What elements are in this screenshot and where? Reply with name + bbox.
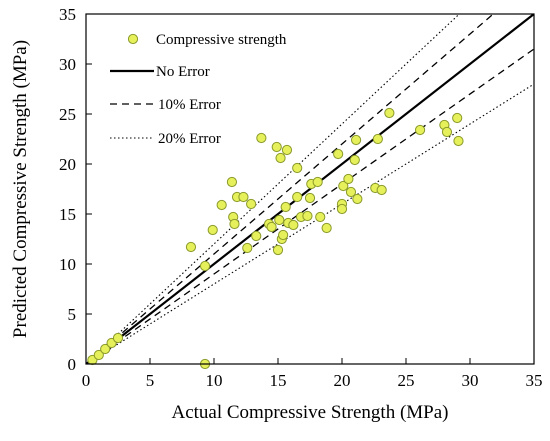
data-point [272,244,284,256]
x-tick-label: 15 [270,371,287,390]
y-tick-label: 35 [59,5,76,24]
data-point [333,148,344,160]
reference-lines [86,14,534,364]
data-point [349,154,360,166]
data-point [352,193,363,205]
data-point [321,222,332,234]
data-point [312,176,323,188]
x-tick-label: 25 [398,371,415,390]
data-point [376,184,387,196]
y-axis-title: Predicted Compressive Strength (MPa) [10,40,31,338]
data-point [441,126,453,138]
data-point [185,241,197,253]
data-point [275,152,286,164]
x-tick-label: 30 [462,371,479,390]
data-point [93,349,104,361]
legend-label-10-error: 10% Error [158,97,221,113]
data-point [278,229,289,241]
data-point [256,132,267,144]
data-point [453,135,464,147]
data-points [87,107,464,370]
data-point [315,211,326,223]
data-point [246,198,257,210]
data-point [292,191,303,203]
legend-label-no-error: No Error [156,64,210,80]
data-point [350,134,362,146]
data-point [414,124,426,136]
x-tick-label: 5 [146,371,155,390]
legend-label-compressive-strength: Compressive strength [156,32,287,48]
legend-label-20-error: 20% Error [158,131,221,147]
data-point [452,112,463,124]
data-point [292,162,303,174]
data-point [271,141,282,153]
y-tick-label: 15 [59,205,76,224]
data-point [384,107,395,119]
x-tick-label: 20 [334,371,351,390]
data-point [100,343,111,355]
data-point [345,186,357,198]
y-tick-label: 0 [68,355,77,374]
y-axis-ticks: 0 5 10 15 20 25 30 35 [59,5,92,374]
x-tick-label: 10 [206,371,223,390]
data-point [242,242,253,254]
y-tick-label: 10 [59,255,76,274]
data-point [216,199,227,211]
x-tick-label: 0 [82,371,91,390]
no-error-line-0 [86,14,534,364]
y-tick-label: 5 [68,305,77,324]
plot-area-frame [85,13,535,365]
y-tick-label: 20 [59,155,76,174]
data-point [302,210,313,222]
data-point [281,144,293,156]
data-point [280,201,291,213]
10-error-line-1 [86,48,534,364]
x-axis-title: Actual Compressive Strength (MPa) [171,402,448,423]
data-point [112,332,124,344]
x-tick-label: 35 [526,371,543,390]
data-point [199,260,211,272]
data-point [207,224,218,236]
data-point [304,192,316,204]
20-error-line-0 [86,14,460,364]
data-point [238,191,249,203]
data-point [229,218,240,230]
data-point [372,133,383,145]
legend: Compressive strength No Error 10% Error … [110,32,287,147]
y-tick-label: 25 [59,105,76,124]
20-error-line-1 [86,83,534,364]
data-point [226,176,238,188]
10-error-line-0 [86,14,494,364]
legend-marker-compressive-strength [127,33,139,45]
y-tick-label: 30 [59,55,76,74]
data-point [288,219,299,231]
data-point [274,214,285,226]
data-point [338,180,349,192]
data-point [343,173,354,185]
data-point [266,221,277,233]
data-point [336,203,348,215]
data-point [251,230,262,242]
x-axis-ticks: 0 5 10 15 20 25 30 35 [82,358,543,390]
